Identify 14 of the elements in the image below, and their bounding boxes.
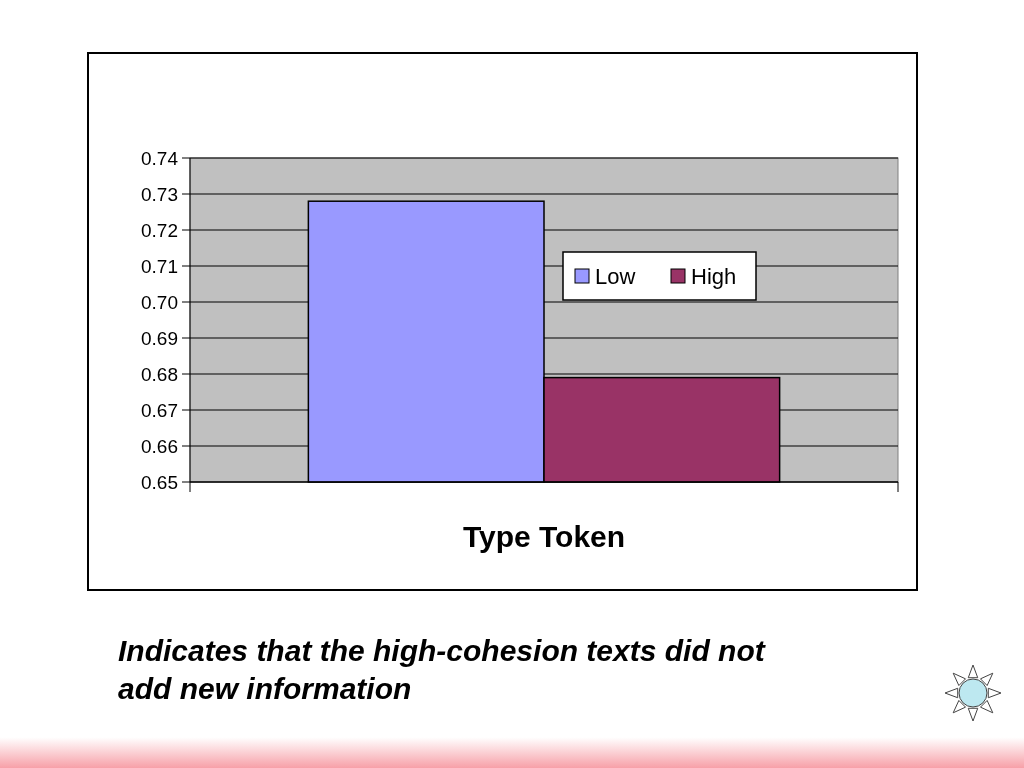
y-tick-label: 0.68 bbox=[141, 363, 178, 385]
y-tick-label: 0.67 bbox=[141, 399, 178, 421]
x-tick-label: Type Token bbox=[462, 520, 626, 553]
y-tick-label: 0.69 bbox=[141, 327, 178, 349]
y-tick-label: 0.74 bbox=[141, 147, 179, 169]
y-tick-label: 0.71 bbox=[141, 255, 178, 277]
y-tick-label: 0.70 bbox=[141, 291, 178, 313]
legend-label: Low bbox=[595, 263, 636, 289]
y-tick-label: 0.65 bbox=[141, 471, 178, 493]
y-tick-label: 0.73 bbox=[141, 183, 178, 205]
text: Indicates that the high-cohesion texts did not add new information bbox=[118, 633, 767, 707]
y-tick-label: 0.66 bbox=[141, 435, 178, 457]
y-tick-label: 0.72 bbox=[141, 219, 178, 241]
legend-label: High bbox=[691, 263, 737, 289]
